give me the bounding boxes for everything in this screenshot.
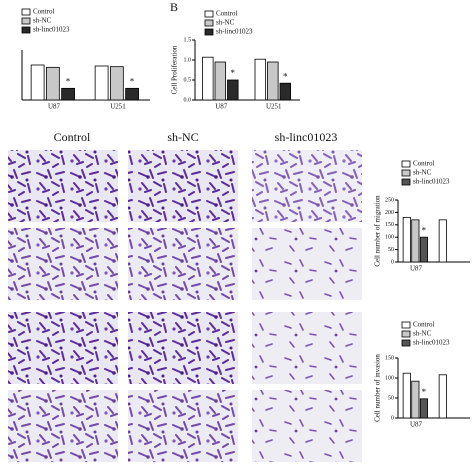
- significance-mark: *: [283, 71, 288, 81]
- legend-label: Control: [216, 10, 237, 18]
- bar: [419, 398, 428, 419]
- y-axis-label: Cell number of migration: [374, 195, 382, 267]
- bar: [30, 64, 45, 101]
- legend-swatch: [401, 178, 411, 186]
- legend-swatch: [21, 26, 31, 34]
- micrograph: [128, 390, 238, 462]
- y-tick-label: 200: [385, 210, 394, 216]
- micrograph: [128, 150, 238, 222]
- legend-swatch: [21, 17, 31, 25]
- bar: [402, 216, 411, 263]
- legend-label: sh-linc01023: [216, 28, 253, 36]
- x-tick-label: U87: [215, 103, 228, 111]
- y-tick-label: 100: [385, 235, 394, 241]
- micrograph: [252, 390, 362, 462]
- y-tick-label: 250: [385, 197, 394, 203]
- y-tick-label: 1.5: [184, 37, 192, 43]
- legend-label: Control: [413, 160, 434, 168]
- legend-label: sh-linc01023: [33, 26, 70, 34]
- bar: [402, 372, 411, 419]
- legend-label: sh-NC: [33, 17, 52, 25]
- micrograph: [8, 390, 118, 462]
- column-label: Control: [54, 130, 91, 144]
- y-tick-label: 150: [385, 355, 394, 361]
- micrograph: [8, 312, 118, 384]
- legend-label: sh-linc01023: [413, 339, 450, 347]
- legend-label: sh-linc01023: [413, 178, 450, 186]
- micrograph: [8, 150, 118, 222]
- legend-swatch: [401, 339, 411, 347]
- column-label: sh-NC: [167, 130, 198, 144]
- bar: [227, 79, 239, 101]
- legend-label: sh-NC: [216, 19, 235, 27]
- bar: [411, 380, 420, 419]
- bar: [125, 87, 139, 101]
- significance-mark: *: [130, 76, 135, 86]
- bar: [279, 82, 292, 101]
- micrograph: [8, 228, 118, 300]
- bar: [61, 87, 75, 101]
- y-tick-label: 150: [385, 222, 394, 228]
- significance-mark: *: [66, 76, 71, 86]
- legend-swatch: [401, 330, 411, 338]
- bar: [438, 219, 447, 263]
- micrograph: [128, 312, 238, 384]
- y-axis-label: Cell number of invasion: [374, 354, 382, 422]
- y-tick-label: 0: [391, 415, 394, 421]
- bar: [267, 61, 279, 101]
- y-axis-label: Cell Proliferation: [171, 45, 179, 94]
- micrographs: [8, 150, 362, 462]
- micrograph: [252, 312, 362, 384]
- micrograph: [128, 228, 238, 300]
- significance-mark: *: [422, 387, 427, 397]
- legend-label: Control: [413, 321, 434, 329]
- y-tick-label: 100: [385, 375, 394, 381]
- bar: [254, 58, 267, 101]
- x-tick-label: U251: [110, 103, 126, 111]
- legend-label: Control: [33, 8, 54, 16]
- panel-label: B: [170, 0, 178, 14]
- legend-swatch: [204, 28, 214, 36]
- bar: [214, 61, 227, 101]
- y-tick-label: 0.0: [184, 97, 192, 103]
- y-tick-label: 0.5: [184, 77, 192, 83]
- legend-label: sh-NC: [413, 330, 432, 338]
- column-label: sh-linc01023: [275, 130, 338, 144]
- legend-swatch: [21, 8, 31, 16]
- legend-swatch: [401, 160, 411, 168]
- y-tick-label: 50: [388, 247, 394, 253]
- bar: [202, 56, 214, 101]
- legend-swatch: [401, 169, 411, 177]
- x-tick-label: U87: [410, 421, 423, 429]
- significance-mark: *: [422, 225, 427, 235]
- y-tick-label: 1.0: [184, 57, 192, 63]
- x-tick-label: U251: [266, 103, 282, 111]
- legend-swatch: [401, 321, 411, 329]
- bar: [109, 66, 124, 101]
- legend-swatch: [204, 19, 214, 27]
- bar: [45, 66, 60, 101]
- significance-mark: *: [231, 68, 236, 78]
- bar: [419, 236, 428, 263]
- y-tick-label: 50: [388, 395, 394, 401]
- x-tick-label: U87: [48, 103, 61, 111]
- y-tick-label: 0: [391, 259, 394, 265]
- micrograph: [252, 150, 362, 222]
- bar: [94, 65, 109, 101]
- bar: [438, 374, 447, 419]
- bar: [411, 219, 420, 263]
- legend-swatch: [204, 10, 214, 18]
- micrograph: [252, 228, 362, 300]
- legend-label: sh-NC: [413, 169, 432, 177]
- x-tick-label: U87: [410, 265, 423, 273]
